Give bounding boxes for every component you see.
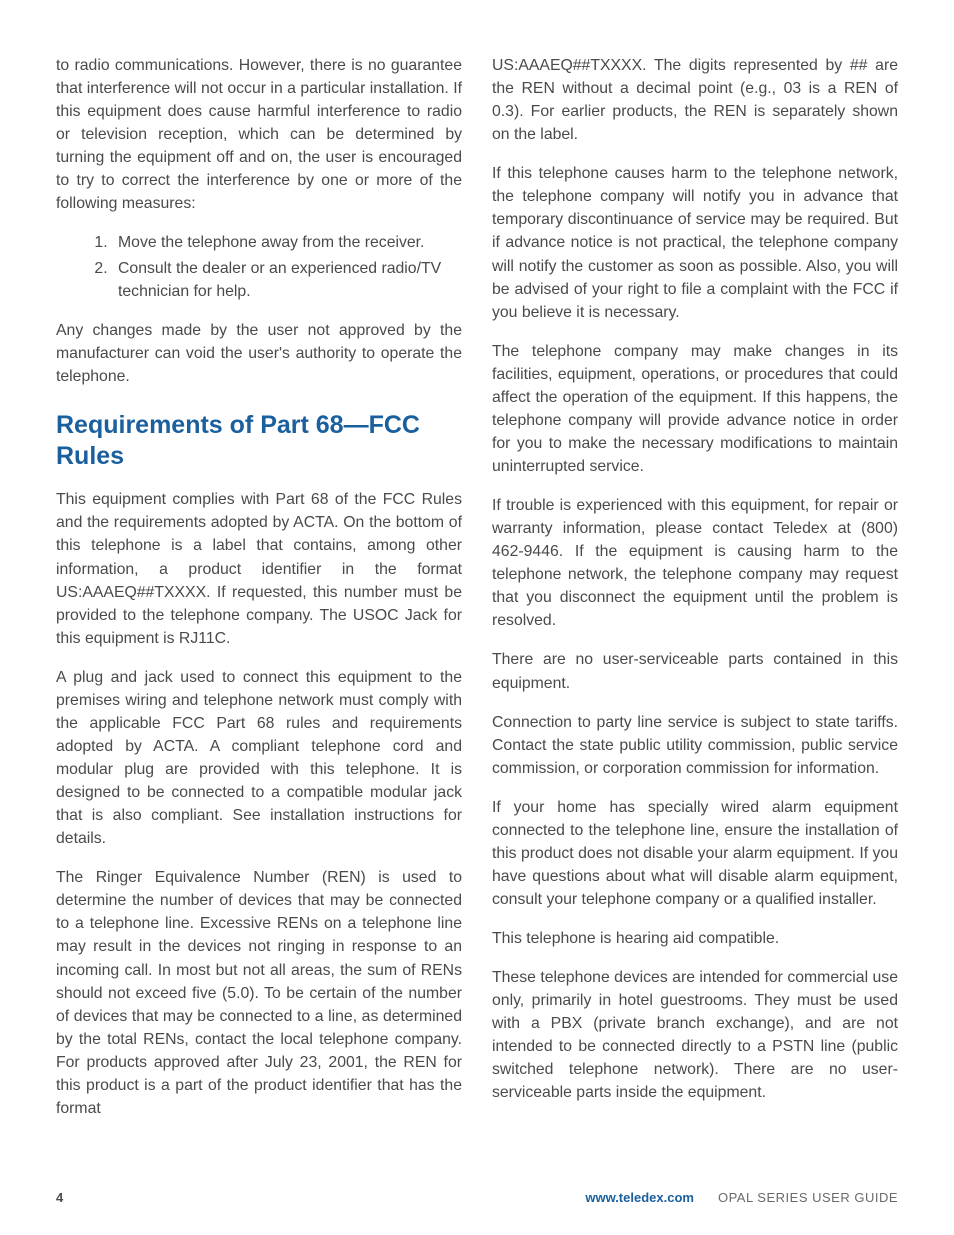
body-paragraph: The Ringer Equivalence Number (REN) is u… — [56, 866, 462, 1120]
body-paragraph: A plug and jack used to connect this equ… — [56, 666, 462, 851]
list-item: Consult the dealer or an experienced rad… — [112, 257, 462, 303]
left-column: to radio communications. However, there … — [56, 54, 462, 1120]
body-paragraph: The telephone company may make changes i… — [492, 340, 898, 478]
body-paragraph: These telephone devices are intended for… — [492, 966, 898, 1104]
footer-right-group: www.teledex.com OPAL SERIES USER GUIDE — [585, 1190, 898, 1205]
section-heading: Requirements of Part 68—FCC Rules — [56, 410, 462, 473]
body-paragraph: There are no user-serviceable parts cont… — [492, 648, 898, 694]
body-paragraph: Any changes made by the user not approve… — [56, 319, 462, 388]
footer-guide-title: OPAL SERIES USER GUIDE — [718, 1190, 898, 1205]
list-item: Move the telephone away from the receive… — [112, 231, 462, 254]
body-paragraph: If this telephone causes harm to the tel… — [492, 162, 898, 323]
body-paragraph: Connection to party line service is subj… — [492, 711, 898, 780]
two-column-layout: to radio communications. However, there … — [56, 54, 898, 1120]
body-paragraph: If trouble is experienced with this equi… — [492, 494, 898, 632]
page-number: 4 — [56, 1190, 63, 1205]
body-paragraph: This equipment complies with Part 68 of … — [56, 488, 462, 649]
numbered-list: Move the telephone away from the receive… — [94, 231, 462, 302]
right-column: US:AAAEQ##TXXXX. The digits represented … — [492, 54, 898, 1120]
body-paragraph: to radio communications. However, there … — [56, 54, 462, 215]
footer-url: www.teledex.com — [585, 1190, 694, 1205]
body-paragraph: US:AAAEQ##TXXXX. The digits represented … — [492, 54, 898, 146]
page-footer: 4 www.teledex.com OPAL SERIES USER GUIDE — [56, 1190, 898, 1205]
body-paragraph: If your home has specially wired alarm e… — [492, 796, 898, 911]
body-paragraph: This telephone is hearing aid compatible… — [492, 927, 898, 950]
